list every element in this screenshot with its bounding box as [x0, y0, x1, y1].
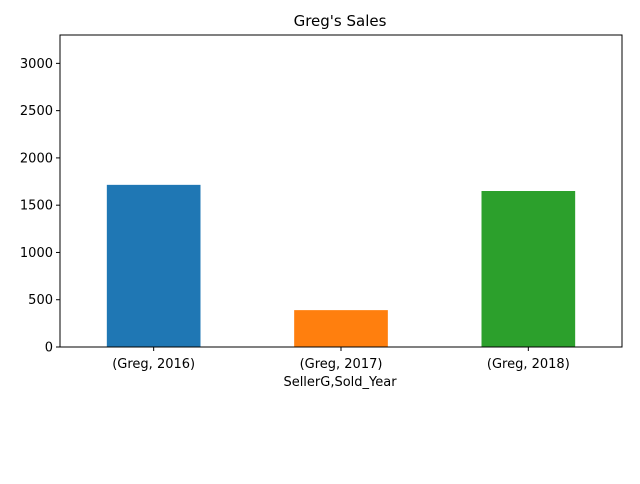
y-tick-label: 1000 — [20, 246, 53, 261]
bars-group — [106, 184, 576, 347]
y-tick-label: 2000 — [20, 151, 53, 166]
y-tick-label: 0 — [45, 341, 53, 356]
x-tick-label: (Greg, 2018) — [487, 357, 570, 372]
y-tick-label: 2500 — [20, 104, 53, 119]
y-tick-label: 500 — [28, 293, 53, 308]
x-axis-ticks: (Greg, 2016) (Greg, 2017) (Greg, 2018) — [112, 347, 570, 372]
chart-title: Greg's Sales — [294, 12, 387, 30]
bar-3 — [481, 191, 576, 347]
x-tick-label: (Greg, 2016) — [112, 357, 195, 372]
bar-2 — [294, 310, 388, 347]
x-axis-label: SellerG,Sold_Year — [283, 375, 397, 390]
y-tick-label: 3000 — [20, 57, 53, 72]
x-tick-label: (Greg, 2017) — [300, 357, 383, 372]
bar-1 — [106, 184, 201, 347]
y-axis-ticks: 0 500 1000 1500 2000 2500 3000 — [20, 57, 60, 356]
plot-area-frame — [59, 34, 623, 348]
y-tick-label: 1500 — [20, 199, 53, 214]
